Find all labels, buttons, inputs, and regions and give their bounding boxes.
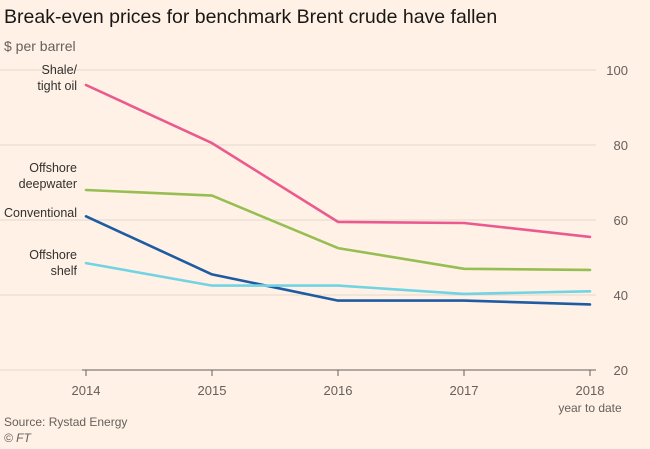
series-lines	[84, 83, 592, 306]
y-tick-label-80: 80	[614, 138, 628, 153]
y-tick-label-20: 20	[614, 363, 628, 378]
x-tick-label-2015: 2015	[198, 383, 227, 398]
series-line-3	[84, 261, 592, 296]
series-line-1	[84, 188, 592, 272]
x-tick-label-2017: 2017	[450, 383, 479, 398]
grid-layer: 20 40 60 80 100	[0, 63, 628, 378]
chart-title: Break-even prices for benchmark Brent cr…	[4, 6, 498, 28]
series-label-1: Offshore deepwater	[19, 161, 77, 191]
y-tick-label-40: 40	[614, 288, 628, 303]
x-tick-label-2014: 2014	[72, 383, 101, 398]
source-note: Source: Rystad Energy	[4, 415, 128, 429]
series-line-2	[84, 215, 592, 306]
series-labels: Shale/tight oil Offshore deepwater Conventi…	[4, 63, 77, 278]
copyright-note: © FT	[4, 431, 31, 445]
x-tick-note: year to date	[558, 401, 622, 415]
chart-subtitle: $ per barrel	[4, 38, 76, 54]
y-tick-label-100: 100	[606, 63, 628, 78]
series-label-2: Conventional	[4, 206, 77, 220]
series-line-0	[84, 83, 592, 239]
series-label-3: Offshore shelf	[29, 248, 77, 278]
y-tick-label-60: 60	[614, 213, 628, 228]
x-tick-label-2018: 2018	[576, 383, 605, 398]
x-axis: 2014 2015 2016 2017 2018 year to date	[72, 369, 622, 415]
series-label-0: Shale/tight oil	[37, 63, 77, 93]
x-tick-label-2016: 2016	[324, 383, 353, 398]
